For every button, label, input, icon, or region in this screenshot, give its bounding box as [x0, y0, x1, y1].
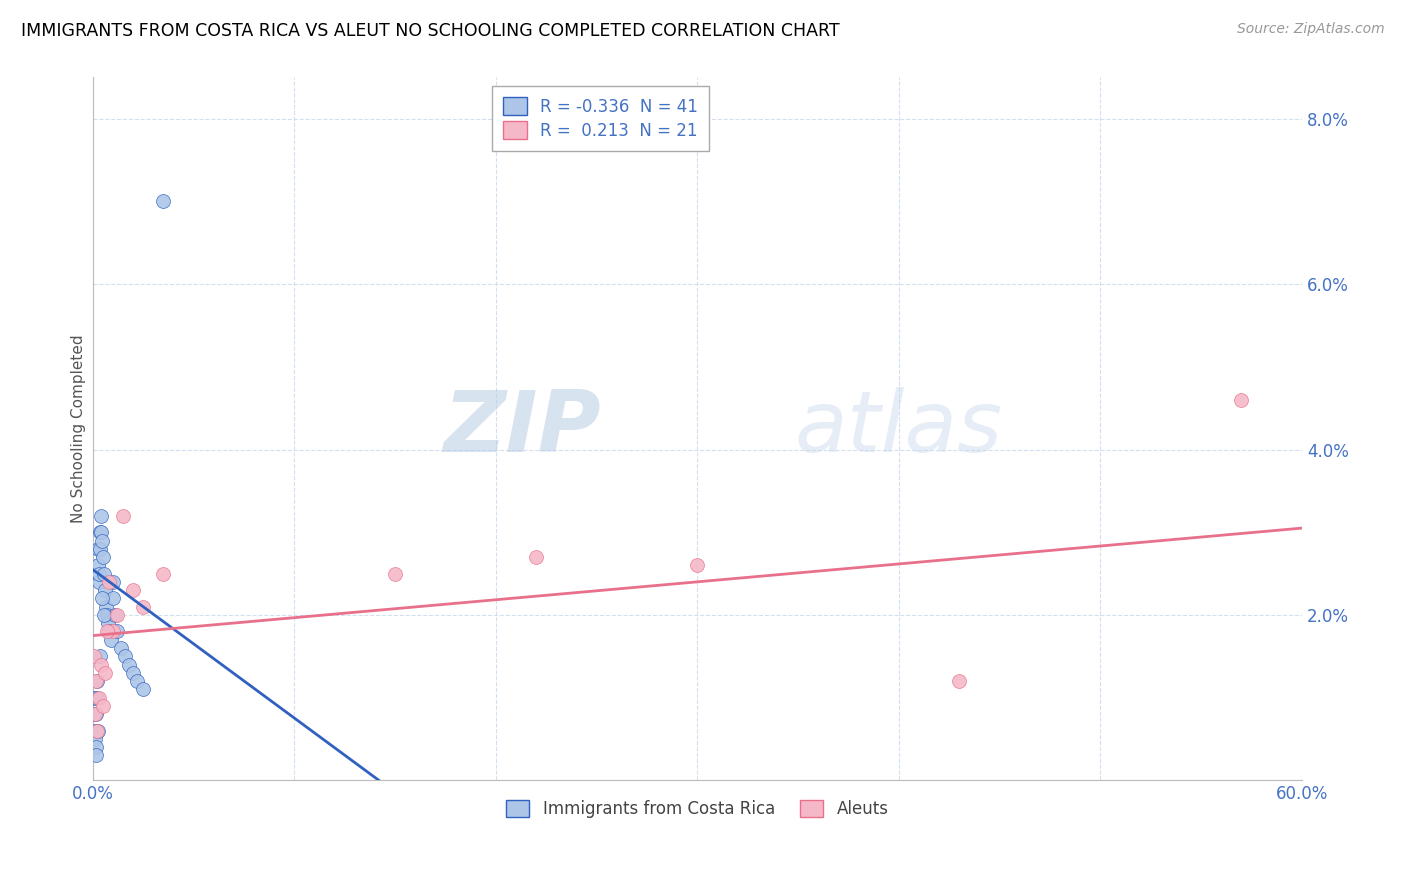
Point — [87, 690, 110, 705]
Point — [86, 723, 108, 738]
Point — [84, 748, 107, 763]
Point — [83, 723, 105, 738]
Point — [96, 607, 118, 622]
Point — [87, 558, 110, 573]
Point — [122, 583, 145, 598]
Point — [97, 616, 120, 631]
Point — [90, 657, 112, 672]
Text: atlas: atlas — [794, 387, 1002, 470]
Point — [125, 674, 148, 689]
Point — [105, 607, 128, 622]
Point — [132, 682, 155, 697]
Point — [152, 566, 174, 581]
Point — [111, 508, 134, 523]
Point — [84, 731, 107, 746]
Point — [96, 624, 118, 639]
Point — [83, 707, 105, 722]
Point — [90, 525, 112, 540]
Text: ZIP: ZIP — [443, 387, 600, 470]
Point — [89, 649, 111, 664]
Point — [90, 591, 112, 606]
Point — [86, 541, 108, 556]
Point — [93, 583, 115, 598]
Point — [97, 574, 120, 589]
Point — [524, 549, 547, 564]
Point — [101, 591, 124, 606]
Point — [89, 541, 111, 556]
Point — [948, 674, 970, 689]
Text: Source: ZipAtlas.com: Source: ZipAtlas.com — [1237, 22, 1385, 37]
Point — [384, 566, 406, 581]
Point — [84, 674, 107, 689]
Point — [86, 723, 108, 738]
Text: IMMIGRANTS FROM COSTA RICA VS ALEUT NO SCHOOLING COMPLETED CORRELATION CHART: IMMIGRANTS FROM COSTA RICA VS ALEUT NO S… — [21, 22, 839, 40]
Point — [83, 649, 105, 664]
Point — [89, 525, 111, 540]
Point — [93, 607, 115, 622]
Point — [686, 558, 709, 573]
Point — [104, 607, 127, 622]
Point — [86, 690, 108, 705]
Point — [114, 649, 136, 664]
Point — [84, 740, 107, 755]
Point — [97, 624, 120, 639]
Point — [122, 665, 145, 680]
Point — [87, 574, 110, 589]
Legend: Immigrants from Costa Rica, Aleuts: Immigrants from Costa Rica, Aleuts — [499, 793, 896, 825]
Point — [84, 707, 107, 722]
Point — [83, 707, 105, 722]
Point — [101, 574, 124, 589]
Point — [90, 508, 112, 523]
Point — [94, 599, 117, 614]
Point — [86, 674, 108, 689]
Point — [110, 640, 132, 655]
Point — [152, 194, 174, 209]
Point — [87, 566, 110, 581]
Point — [91, 549, 114, 564]
Point — [93, 566, 115, 581]
Point — [93, 665, 115, 680]
Point — [83, 690, 105, 705]
Point — [100, 632, 122, 647]
Point — [101, 624, 124, 639]
Point — [105, 624, 128, 639]
Point — [1230, 392, 1253, 407]
Point — [91, 698, 114, 713]
Y-axis label: No Schooling Completed: No Schooling Completed — [72, 334, 86, 524]
Point — [132, 599, 155, 614]
Point — [118, 657, 141, 672]
Point — [90, 533, 112, 548]
